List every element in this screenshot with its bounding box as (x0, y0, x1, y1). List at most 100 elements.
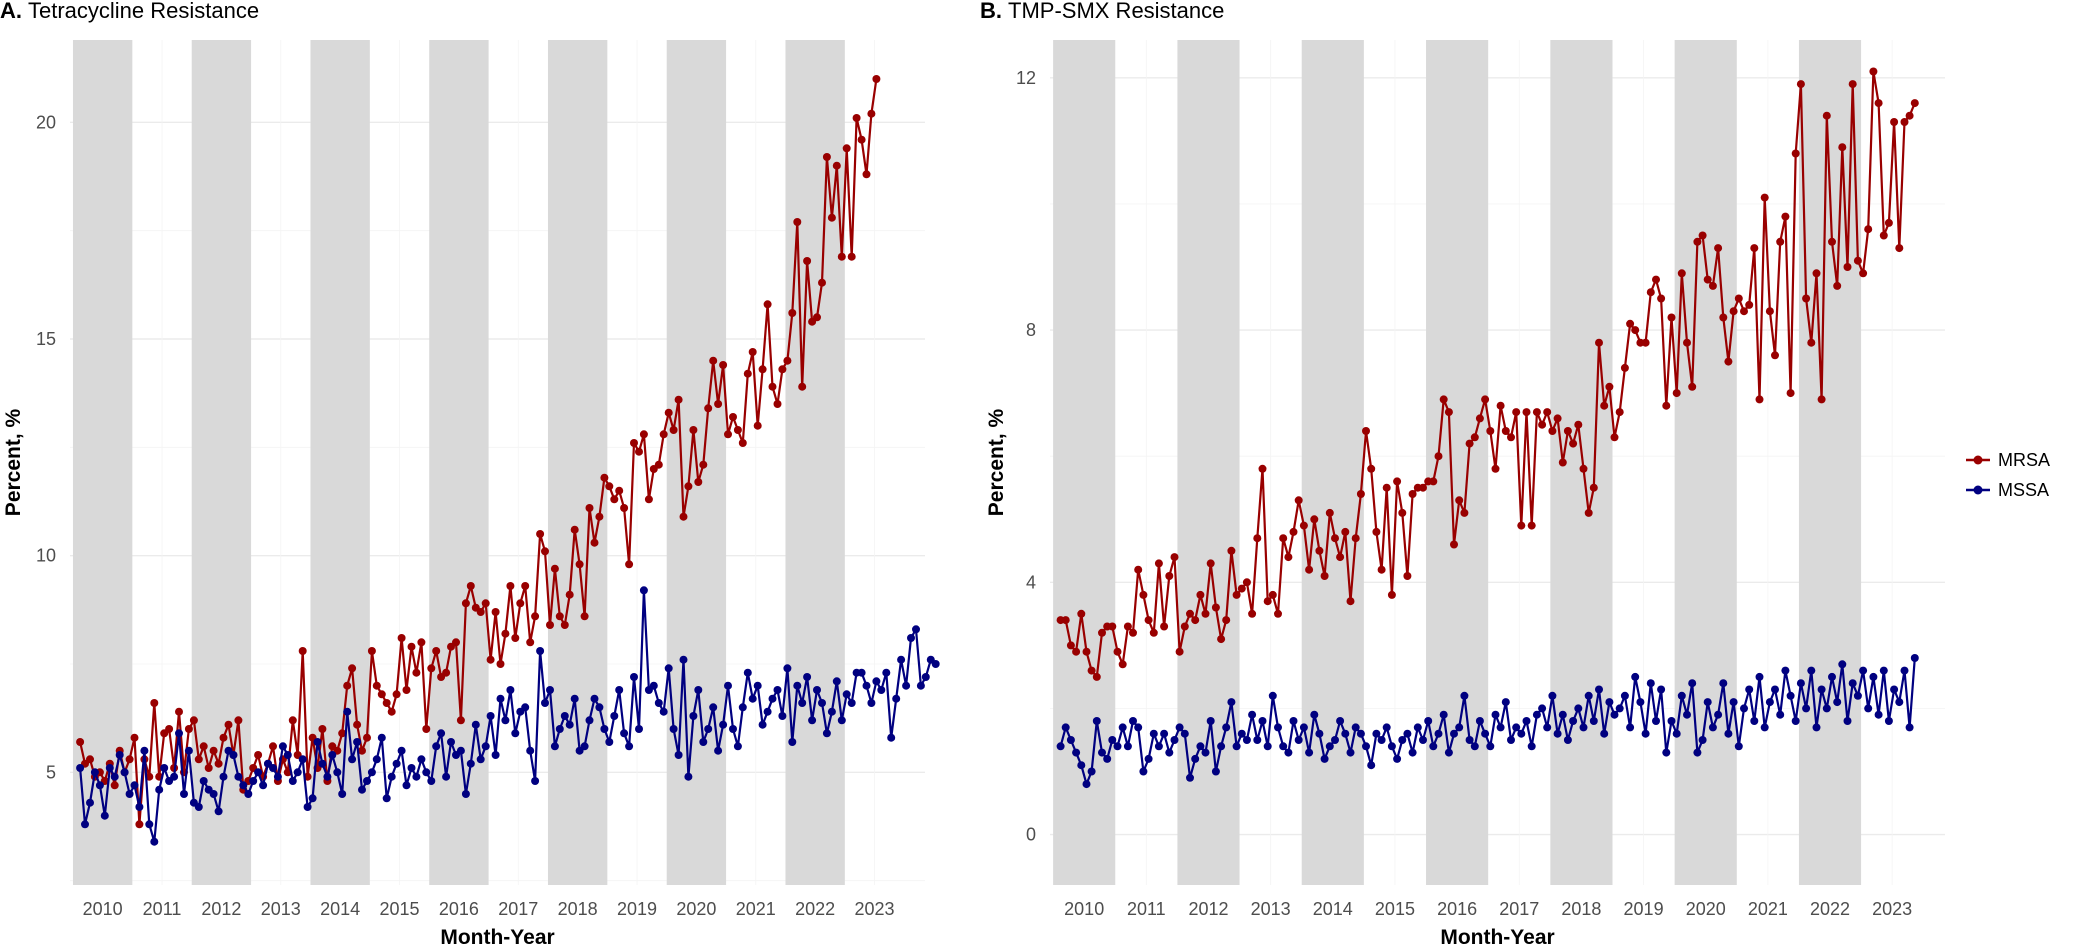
a-point-mssa-39 (269, 764, 277, 772)
a-point-mrsa-92 (531, 612, 540, 621)
a-x-tick-label: 2021 (736, 899, 776, 919)
b-point-mssa-120 (1677, 691, 1686, 700)
b-point-mssa-62 (1377, 736, 1386, 744)
a-point-mrsa-45 (298, 647, 307, 655)
a-point-mrsa-87 (506, 582, 515, 590)
a-point-mrsa-27 (209, 746, 218, 755)
a-point-mrsa-149 (813, 313, 821, 322)
a-x-tick-label: 2012 (201, 899, 241, 919)
a-point-mssa-31 (229, 751, 238, 759)
b-x-tick-label: 2021 (1748, 899, 1788, 919)
a-point-mssa-161 (872, 677, 881, 686)
b-point-mrsa-33 (1227, 546, 1236, 555)
a-point-mrsa-111 (625, 560, 634, 569)
a-point-mssa-169 (912, 625, 920, 634)
a-point-mssa-119 (664, 664, 673, 673)
a-point-mrsa-49 (318, 725, 327, 733)
a-point-mssa-160 (867, 699, 876, 707)
b-point-mrsa-134 (1750, 244, 1759, 253)
b-point-mssa-40 (1263, 742, 1272, 751)
b-point-mrsa-61 (1372, 527, 1381, 536)
a-point-mrsa-119 (664, 408, 673, 417)
b-point-mrsa-60 (1367, 464, 1376, 473)
b-year-band-2016 (1426, 40, 1489, 885)
b-point-mrsa-65 (1393, 477, 1402, 486)
a-point-mrsa-137 (753, 421, 762, 430)
b-point-mssa-124 (1698, 736, 1707, 744)
b-point-mrsa-68 (1408, 490, 1417, 498)
a-point-mssa-69 (417, 755, 426, 764)
b-point-mssa-128 (1719, 679, 1728, 688)
b-point-mrsa-44 (1284, 553, 1293, 562)
a-point-mrsa-100 (570, 525, 579, 534)
a-point-mssa-92 (531, 777, 540, 785)
b-point-mrsa-24 (1180, 622, 1189, 631)
panel-b-title: B. TMP-SMX Resistance (980, 0, 1224, 23)
a-point-mssa-12 (135, 803, 144, 811)
b-point-mrsa-6 (1087, 666, 1096, 675)
a-point-mssa-42 (283, 751, 292, 759)
a-point-mssa-47 (308, 794, 317, 803)
b-point-mssa-58 (1356, 729, 1365, 738)
a-point-mrsa-53 (338, 729, 347, 738)
b-point-mrsa-106 (1605, 382, 1614, 391)
a-point-mrsa-2 (86, 755, 94, 764)
b-point-mssa-20 (1160, 729, 1169, 738)
a-point-mrsa-156 (847, 252, 856, 261)
a-series-line-mssa (79, 589, 937, 843)
b-point-mssa-49 (1310, 710, 1319, 719)
b-point-mssa-32 (1222, 723, 1231, 732)
b-point-mssa-100 (1574, 704, 1583, 713)
a-point-mssa-21 (180, 790, 188, 798)
a-x-tick-label: 2014 (320, 899, 360, 919)
a-point-mrsa-63 (387, 707, 396, 716)
b-point-mrsa-89 (1517, 521, 1526, 530)
b-point-mrsa-2 (1066, 641, 1075, 650)
a-point-mrsa-89 (516, 599, 525, 608)
panel-a-title: A. Tetracycline Resistance (0, 0, 259, 23)
b-point-mrsa-145 (1807, 338, 1816, 347)
b-point-mssa-145 (1807, 666, 1816, 675)
a-point-mrsa-36 (254, 751, 263, 759)
b-point-mssa-16 (1139, 767, 1148, 776)
b-point-mssa-27 (1196, 742, 1205, 751)
a-point-mrsa-71 (427, 664, 436, 673)
a-point-mssa-156 (847, 699, 856, 707)
a-point-mrsa-123 (684, 482, 693, 491)
a-point-mssa-150 (818, 699, 826, 707)
b-point-mrsa-153 (1848, 80, 1857, 89)
b-point-mrsa-47 (1299, 521, 1308, 530)
b-point-mrsa-36 (1242, 578, 1251, 587)
panel-a-x-axis-label: Month-Year (440, 926, 554, 949)
a-point-mrsa-103 (585, 504, 594, 512)
b-point-mssa-54 (1336, 717, 1345, 725)
b-point-mrsa-100 (1574, 420, 1583, 429)
b-point-mrsa-109 (1620, 363, 1629, 372)
a-point-mrsa-11 (130, 733, 139, 742)
b-point-mssa-87 (1507, 736, 1515, 744)
b-point-mssa-135 (1755, 672, 1764, 681)
b-point-mrsa-120 (1677, 269, 1686, 278)
a-point-mssa-154 (837, 716, 846, 725)
panel-b-year-bands (1053, 40, 1862, 885)
b-point-mrsa-58 (1356, 490, 1365, 498)
b-point-mrsa-161 (1890, 118, 1899, 126)
b-point-mrsa-102 (1584, 508, 1593, 517)
a-point-mrsa-161 (872, 75, 881, 83)
a-point-mssa-20 (175, 729, 183, 738)
b-point-mrsa-31 (1217, 635, 1226, 644)
a-point-mssa-40 (273, 772, 282, 781)
b-point-mrsa-11 (1113, 647, 1122, 656)
a-point-mssa-53 (338, 790, 347, 798)
b-point-mssa-122 (1688, 679, 1697, 688)
a-point-mrsa-94 (541, 547, 549, 556)
panel-a-series (76, 75, 940, 846)
b-point-mrsa-77 (1455, 496, 1464, 505)
a-point-mssa-149 (813, 686, 821, 694)
b-x-tick-label: 2022 (1810, 899, 1850, 919)
a-point-mssa-60 (372, 755, 381, 764)
b-point-mrsa-90 (1522, 408, 1531, 417)
b-point-mssa-91 (1527, 742, 1536, 751)
b-point-mrsa-154 (1853, 256, 1862, 265)
